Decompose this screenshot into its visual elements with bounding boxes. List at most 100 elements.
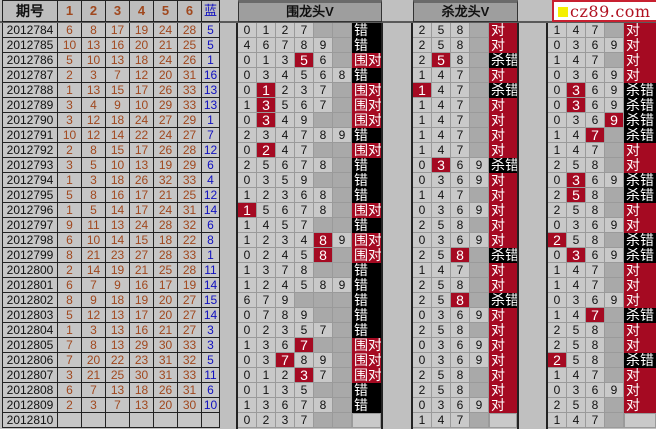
red-ball-cell: 5 [81, 203, 106, 218]
result-cell: 杀错 [624, 353, 656, 368]
red-ball-cell: 33 [177, 83, 202, 98]
blue-ball-cell: 1 [201, 113, 220, 128]
result-cell: 错 [352, 188, 381, 203]
column-header-red-2: 2 [81, 0, 106, 22]
digit-cell: 5 [567, 158, 586, 173]
digit-cell: 4 [432, 143, 451, 158]
digit-cell: 8 [451, 278, 470, 293]
empty-digit-cell [314, 293, 333, 308]
digit-cell: 4 [567, 278, 586, 293]
result-cell: 对 [624, 218, 656, 233]
empty-digit-cell [333, 353, 352, 368]
empty-digit-cell [333, 98, 352, 113]
blue-ball-cell: 14 [201, 203, 220, 218]
empty-digit-cell [605, 158, 624, 173]
digit-cell: 2 [413, 383, 432, 398]
empty-digit-cell [314, 23, 333, 38]
digit-cell: 0 [238, 308, 257, 323]
empty-digit-cell [333, 203, 352, 218]
red-ball-cell: 14 [105, 203, 130, 218]
digit-cell: 6 [451, 353, 470, 368]
red-ball-cell: 12 [81, 128, 106, 143]
digit-cell: 8 [586, 398, 605, 413]
digit-cell: 8 [586, 188, 605, 203]
blue-ball-cell: 7 [201, 128, 220, 143]
digit-cell: 4 [567, 413, 586, 428]
red-ball-cell: 28 [153, 248, 178, 263]
digit-cell: 1 [238, 338, 257, 353]
digit-cell: 3 [276, 383, 295, 398]
digit-cell: 3 [257, 353, 276, 368]
blue-ball-cell: 8 [201, 233, 220, 248]
digit-cell: 3 [567, 218, 586, 233]
result-cell: 围对 [352, 98, 381, 113]
blue-ball-cell: 4 [201, 173, 220, 188]
red-ball-cell: 17 [129, 143, 154, 158]
column-header-red-4: 4 [129, 0, 154, 22]
red-ball-cell: 6 [57, 278, 82, 293]
period-cell: 2012789 [2, 98, 58, 113]
result-cell: 错 [352, 158, 381, 173]
result-cell: 围对 [352, 83, 381, 98]
empty-digit-cell [314, 113, 333, 128]
section-header-sha-longtou[interactable]: 杀龙头V [413, 0, 518, 22]
digit-cell: 2 [257, 278, 276, 293]
blue-ball-cell: 12 [201, 188, 220, 203]
digit-cell: 0 [548, 98, 567, 113]
section-header-wei-longtou[interactable]: 围龙头V [238, 0, 382, 22]
digit-cell: 0 [238, 113, 257, 128]
highlighted-digit-cell: 2 [548, 353, 567, 368]
section2-right-border [517, 23, 519, 429]
digit-cell: 7 [257, 308, 276, 323]
digit-cell: 2 [548, 188, 567, 203]
red-ball-cell: 19 [129, 293, 154, 308]
blue-ball-cell: 13 [201, 98, 220, 113]
digit-cell: 7 [586, 368, 605, 383]
blue-ball-cell: 14 [201, 308, 220, 323]
digit-cell: 2 [238, 158, 257, 173]
digit-cell: 7 [295, 128, 314, 143]
result-cell: 围对 [352, 203, 381, 218]
empty-digit-cell [605, 143, 624, 158]
digit-cell: 2 [257, 413, 276, 428]
digit-cell: 0 [413, 233, 432, 248]
result-cell: 对 [624, 323, 656, 338]
red-ball-cell: 2 [57, 68, 82, 83]
digit-cell: 9 [333, 128, 352, 143]
empty-digit-cell [470, 278, 489, 293]
red-ball-cell: 10 [105, 158, 130, 173]
result-cell: 对 [489, 323, 517, 338]
red-ball-cell: 21 [153, 188, 178, 203]
digit-cell: 7 [295, 203, 314, 218]
digit-cell: 6 [586, 113, 605, 128]
red-ball-cell [129, 413, 154, 428]
digit-cell: 4 [567, 23, 586, 38]
highlighted-digit-cell: 8 [451, 248, 470, 263]
digit-cell: 6 [586, 83, 605, 98]
red-ball-cell: 19 [129, 23, 154, 38]
digit-cell: 2 [413, 248, 432, 263]
red-ball-cell: 14 [81, 263, 106, 278]
period-cell: 2012794 [2, 173, 58, 188]
digit-cell: 6 [586, 383, 605, 398]
digit-cell: 9 [314, 353, 333, 368]
digit-cell: 6 [586, 38, 605, 53]
digit-cell: 1 [257, 383, 276, 398]
digit-cell: 9 [605, 248, 624, 263]
red-ball-cell: 13 [105, 308, 130, 323]
empty-digit-cell [470, 38, 489, 53]
digit-cell: 4 [432, 413, 451, 428]
red-ball-cell: 10 [57, 128, 82, 143]
digit-cell: 5 [432, 293, 451, 308]
digit-cell: 0 [413, 308, 432, 323]
digit-cell: 5 [295, 323, 314, 338]
digit-cell: 4 [567, 143, 586, 158]
empty-digit-cell [470, 263, 489, 278]
highlighted-digit-cell: 1 [257, 83, 276, 98]
digit-cell: 8 [314, 128, 333, 143]
digit-cell: 0 [238, 413, 257, 428]
red-ball-cell: 6 [57, 383, 82, 398]
red-ball-cell: 5 [81, 158, 106, 173]
blue-ball-cell: 6 [201, 218, 220, 233]
red-ball-cell: 33 [177, 338, 202, 353]
